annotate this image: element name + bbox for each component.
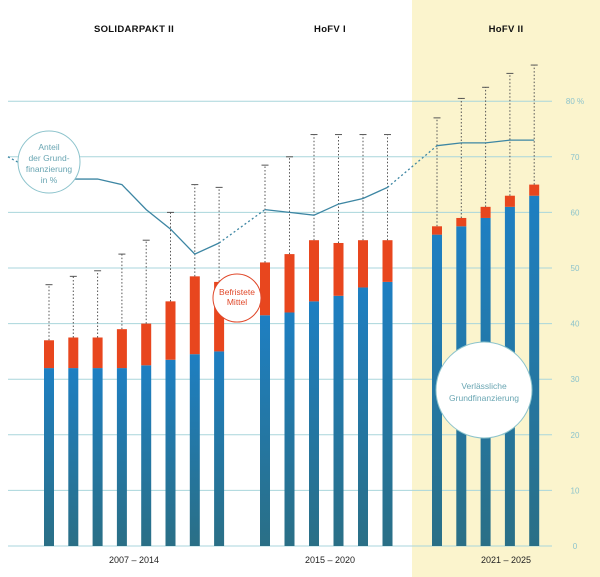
y-tick-label: 20	[571, 431, 580, 440]
period-label: 2015 – 2020	[305, 555, 355, 565]
bar-grundfinanzierung	[333, 295, 344, 546]
period-label: 2007 – 2014	[109, 555, 159, 565]
bar-grundfinanzierung	[141, 365, 152, 546]
bar-grundfinanzierung	[284, 312, 295, 546]
bar-befristet	[309, 240, 319, 302]
grund-bubble-text: Verlässliche	[461, 381, 507, 391]
anteil-bubble	[17, 130, 81, 194]
y-tick-label: 10	[571, 486, 580, 495]
y-tick-label: 50	[571, 264, 580, 273]
anteil-bubble-text: Anteil	[38, 142, 59, 152]
befristet-bubble-text: Befristete	[219, 287, 255, 297]
anteil-line-hofv-i	[264, 186, 388, 216]
bar-grundfinanzierung	[92, 368, 103, 546]
bar-befristet	[68, 337, 79, 369]
bar-grundfinanzierung	[44, 368, 54, 546]
grund-bubble-text: Grundfinanzierung	[449, 393, 519, 403]
bar-befristet	[260, 262, 270, 316]
bar-befristet	[456, 217, 467, 227]
bar-befristet	[529, 184, 540, 196]
period-label: 2021 – 2025	[481, 555, 531, 565]
bar-befristet	[284, 254, 295, 313]
bar-befristet	[92, 337, 103, 369]
anteil-bubble-text: finanzierung	[26, 164, 73, 174]
y-tick-label: 40	[571, 320, 580, 329]
anteil-line-transition	[218, 209, 266, 244]
bar-befristet	[165, 301, 176, 360]
y-tick-label: 60	[571, 208, 580, 217]
bar-grundfinanzierung	[358, 287, 368, 546]
bar-befristet	[141, 323, 152, 366]
anteil-bubble-text: in %	[41, 175, 58, 185]
y-tick-label: 80 %	[566, 97, 584, 106]
bar-grundfinanzierung	[529, 195, 540, 546]
bar-befristet	[333, 242, 344, 296]
bar-grundfinanzierung	[382, 281, 393, 546]
period-header: HoFV II	[489, 24, 524, 35]
period-header: HoFV I	[314, 24, 346, 35]
anteil-line-transition	[387, 145, 438, 188]
period-header: SOLIDARPAKT II	[94, 24, 174, 35]
bar-befristet	[214, 281, 225, 352]
anteil-line-hofv-ii	[436, 139, 535, 147]
bar-befristet	[116, 329, 127, 369]
befristet-bubble	[212, 273, 262, 323]
period-labels: SOLIDARPAKT II 2007 – 2014 HoFV I 2015 – 20…	[94, 24, 531, 565]
bar-grundfinanzierung	[260, 315, 270, 546]
y-tick-label: 30	[571, 375, 580, 384]
bar-grundfinanzierung	[309, 301, 319, 546]
befristet-bubble-text: Mittel	[227, 297, 247, 307]
bar-befristet	[358, 240, 368, 288]
bar-befristet	[382, 240, 393, 282]
bar-grundfinanzierung	[165, 359, 176, 546]
bar-grundfinanzierung	[189, 354, 200, 546]
dotted-lines	[45, 64, 538, 341]
bar-grundfinanzierung	[68, 368, 79, 546]
bar-grundfinanzierung	[214, 351, 225, 546]
bar-befristet	[189, 276, 200, 355]
bar-befristet	[504, 195, 515, 207]
anteil-line-solidarpakt	[49, 178, 220, 255]
bar-befristet	[432, 226, 442, 235]
bar-befristet	[44, 340, 54, 369]
anteil-bubble-text: der Grund-	[28, 153, 69, 163]
grund-bubble	[435, 341, 533, 439]
y-axis: 0 10 20 30 40 50 60 70 80 %	[566, 97, 584, 551]
y-tick-label: 70	[571, 153, 580, 162]
bar-befristet	[480, 206, 491, 218]
bar-grundfinanzierung	[116, 368, 127, 546]
y-tick-label: 0	[573, 542, 578, 551]
